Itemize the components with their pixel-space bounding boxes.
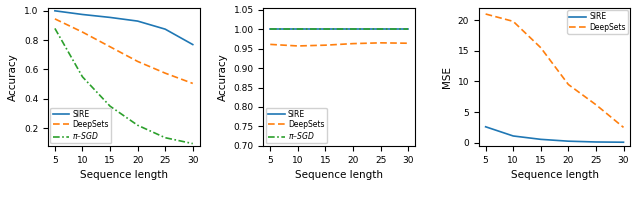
$\pi$–$SGD$ xyxy=(266,28,274,30)
Y-axis label: MSE: MSE xyxy=(442,66,452,88)
SIRE xyxy=(189,43,196,46)
SIRE xyxy=(377,28,385,30)
Legend: SIRE, DeepSets: SIRE, DeepSets xyxy=(567,10,628,34)
DeepSets xyxy=(321,44,329,46)
SIRE xyxy=(564,140,572,142)
SIRE xyxy=(537,138,545,140)
SIRE xyxy=(106,16,114,19)
Y-axis label: Accuracy: Accuracy xyxy=(8,53,19,101)
SIRE xyxy=(592,141,600,143)
SIRE xyxy=(620,141,627,143)
SIRE xyxy=(134,20,141,22)
Line: DeepSets: DeepSets xyxy=(486,14,623,127)
SIRE xyxy=(51,10,59,12)
Legend: SIRE, DeepSets, $\pi$–$SGD$: SIRE, DeepSets, $\pi$–$SGD$ xyxy=(266,108,326,143)
DeepSets xyxy=(51,18,59,20)
DeepSets xyxy=(620,126,627,129)
Y-axis label: Accuracy: Accuracy xyxy=(218,53,228,101)
Legend: SIRE, DeepSets, $\pi$–$SGD$: SIRE, DeepSets, $\pi$–$SGD$ xyxy=(51,108,111,143)
DeepSets xyxy=(79,31,86,33)
$\pi$–$SGD$ xyxy=(134,124,141,126)
$\pi$–$SGD$ xyxy=(321,28,329,30)
DeepSets xyxy=(537,46,545,49)
SIRE xyxy=(161,28,169,30)
$\pi$–$SGD$ xyxy=(294,28,301,30)
Line: DeepSets: DeepSets xyxy=(270,43,408,46)
$\pi$–$SGD$ xyxy=(349,28,357,30)
SIRE xyxy=(79,13,86,16)
Line: SIRE: SIRE xyxy=(55,11,193,45)
DeepSets xyxy=(134,60,141,63)
$\pi$–$SGD$ xyxy=(189,142,196,145)
SIRE xyxy=(482,126,490,128)
X-axis label: Sequence length: Sequence length xyxy=(295,170,383,180)
DeepSets xyxy=(482,13,490,15)
SIRE xyxy=(266,28,274,30)
SIRE xyxy=(349,28,357,30)
DeepSets xyxy=(106,46,114,48)
DeepSets xyxy=(564,83,572,86)
Line: SIRE: SIRE xyxy=(486,127,623,142)
$\pi$–$SGD$ xyxy=(377,28,385,30)
DeepSets xyxy=(592,104,600,106)
DeepSets xyxy=(266,43,274,46)
X-axis label: Sequence length: Sequence length xyxy=(511,170,598,180)
$\pi$–$SGD$ xyxy=(404,28,412,30)
DeepSets xyxy=(377,42,385,44)
$\pi$–$SGD$ xyxy=(106,105,114,107)
DeepSets xyxy=(404,42,412,44)
SIRE xyxy=(509,135,517,137)
$\pi$–$SGD$ xyxy=(79,76,86,78)
Line: DeepSets: DeepSets xyxy=(55,19,193,84)
DeepSets xyxy=(349,42,357,45)
X-axis label: Sequence length: Sequence length xyxy=(80,170,168,180)
DeepSets xyxy=(294,45,301,47)
DeepSets xyxy=(161,72,169,74)
$\pi$–$SGD$ xyxy=(51,27,59,30)
DeepSets xyxy=(509,20,517,22)
SIRE xyxy=(404,28,412,30)
$\pi$–$SGD$ xyxy=(161,137,169,139)
SIRE xyxy=(294,28,301,30)
SIRE xyxy=(321,28,329,30)
Line: $\pi$–$SGD$: $\pi$–$SGD$ xyxy=(55,28,193,144)
DeepSets xyxy=(189,82,196,85)
